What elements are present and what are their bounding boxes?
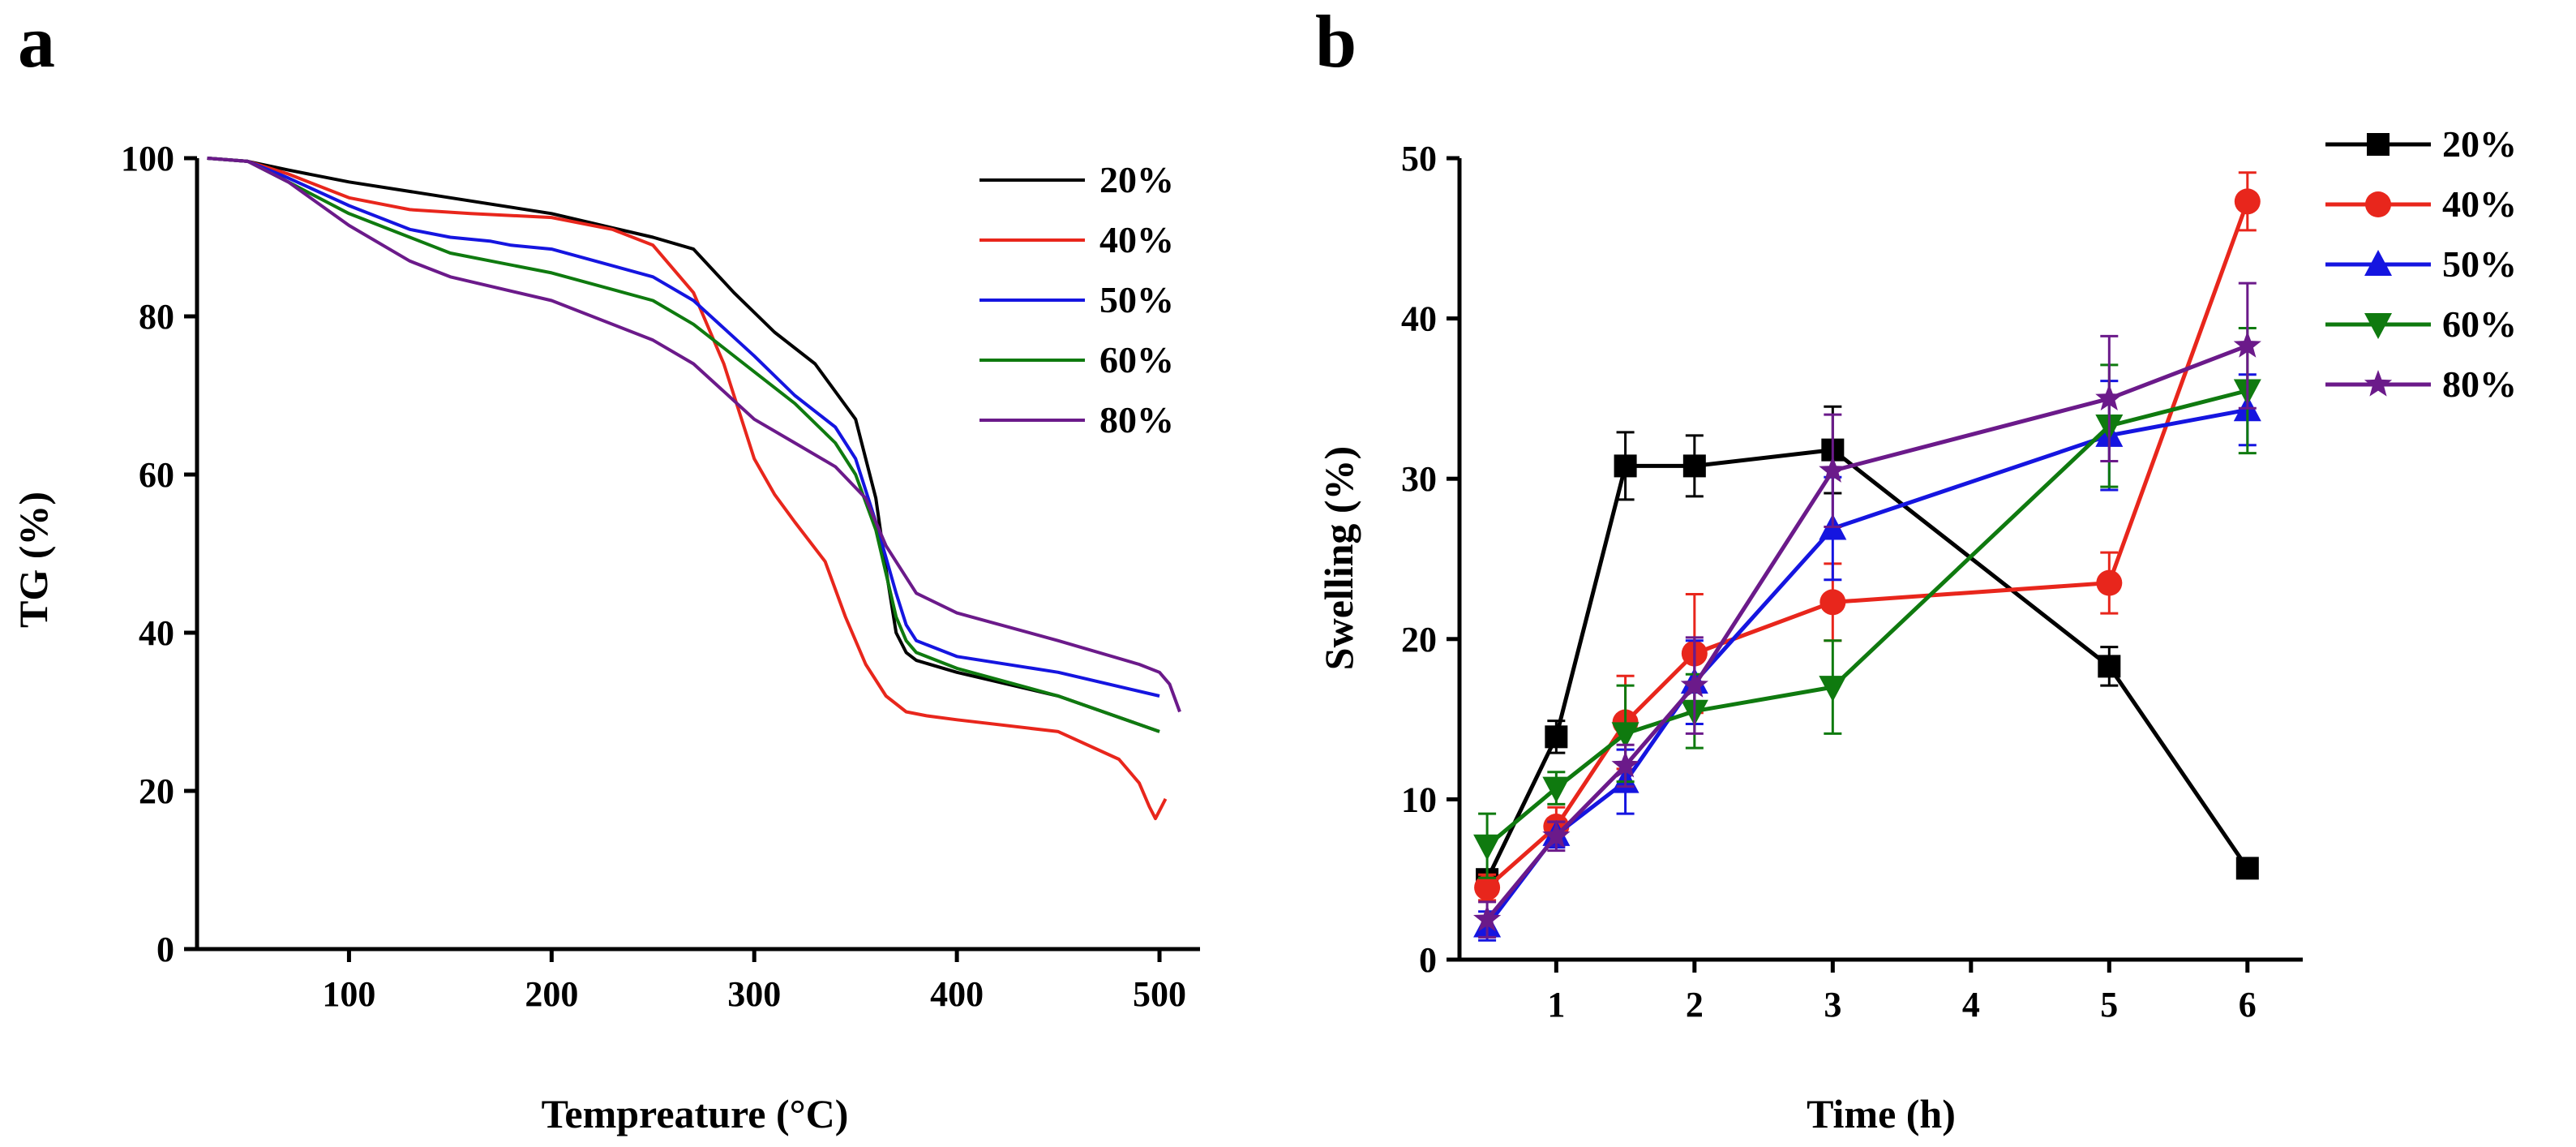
tg-axes: 0 20 40 60 80 100 100 200 300 400 500 (121, 139, 1200, 1014)
tg-line-40pct (207, 157, 1168, 821)
swelling-point-80pct (1819, 456, 1847, 483)
tg-x-tick-label: 100 (322, 974, 375, 1014)
swelling-y-tick-label: 50 (1401, 139, 1437, 178)
tg-y-tick-label: 40 (139, 613, 174, 653)
swelling-legend-label: 60% (2442, 303, 2517, 345)
swelling-y-tick-label: 10 (1401, 780, 1437, 819)
swelling-point-20pct (1545, 725, 1568, 749)
tg-x-tick-label: 400 (930, 974, 984, 1014)
swelling-axis-spines (1457, 158, 2303, 962)
swelling-point-80pct (1542, 821, 1571, 848)
tg-y-tick-label: 60 (139, 455, 174, 495)
swelling-legend-marker (2364, 370, 2393, 397)
swelling-x-tick-label: 4 (1962, 985, 1980, 1025)
swelling-line-50pct (1485, 407, 2248, 928)
tg-legend-label: 80% (1099, 399, 1174, 440)
swelling-legend-marker (2364, 250, 2392, 276)
tg-y-axis-title: TG (%) (11, 492, 56, 628)
swelling-y-tick-label: 40 (1401, 299, 1437, 339)
swelling-axes: 0 10 20 30 40 50 1 2 3 4 5 6 (1401, 139, 2303, 1025)
swelling-point-20pct (2235, 857, 2259, 880)
tg-x-tick-label: 300 (727, 974, 781, 1014)
swelling-x-axis-title: Time (h) (1807, 1091, 1956, 1136)
swelling-chart: 0 10 20 30 40 50 1 2 3 4 5 6 20% 40% 50% 60% 80% Time (… (1316, 123, 2517, 1136)
swelling-point-80pct (2233, 331, 2261, 358)
swelling-point-80pct (1680, 671, 1708, 698)
tg-legend-label: 20% (1099, 159, 1174, 200)
swelling-point-40pct (2234, 188, 2261, 215)
tg-chart: 0 20 40 60 80 100 100 200 300 400 500 20% 40% 50% 60%… (11, 139, 1200, 1136)
tg-line-60pct (207, 157, 1160, 733)
swelling-point-40pct (1474, 874, 1501, 901)
tg-y-tick-label: 100 (121, 139, 174, 178)
swelling-legend-label: 40% (2442, 183, 2517, 225)
tg-legend: 20% 40% 50% 60% 80% (979, 159, 1174, 440)
swelling-point-60pct (1819, 676, 1847, 702)
swelling-x-tick-label: 2 (1686, 985, 1704, 1025)
swelling-x-tick-label: 5 (2100, 985, 2118, 1025)
tg-y-tick-label: 20 (139, 771, 174, 811)
swelling-legend-marker (2365, 191, 2391, 217)
swelling-y-tick-label: 20 (1401, 620, 1437, 659)
swelling-legend-label: 50% (2442, 243, 2517, 285)
swelling-y-axis-title: Swelling (%) (1316, 446, 1361, 670)
swelling-x-tick-label: 6 (2239, 985, 2257, 1025)
panel-label-a: a (18, 0, 55, 83)
tg-x-tick-label: 500 (1133, 974, 1186, 1014)
swelling-legend-marker (2367, 133, 2390, 156)
swelling-legend-label: 80% (2442, 363, 2517, 405)
tg-line-20pct (207, 157, 1160, 733)
swelling-point-80pct (1611, 750, 1639, 778)
tg-y-tick-label: 80 (139, 297, 174, 337)
swelling-point-40pct (2096, 569, 2123, 596)
swelling-y-tick-label: 0 (1419, 940, 1437, 980)
swelling-point-60pct (1542, 776, 1571, 803)
swelling-series-group (1473, 171, 2261, 942)
swelling-x-tick-label: 1 (1547, 985, 1565, 1025)
swelling-x-tick-label: 3 (1824, 985, 1841, 1025)
swelling-point-20pct (2098, 655, 2121, 678)
tg-x-axis-title: Tempreature (°C) (542, 1091, 849, 1136)
swelling-legend-label: 20% (2442, 123, 2517, 165)
swelling-point-20pct (1682, 454, 1706, 478)
tg-series-group (207, 157, 1181, 821)
tg-legend-label: 40% (1099, 219, 1174, 260)
tg-legend-label: 60% (1099, 339, 1174, 380)
swelling-line-60pct (1485, 389, 2248, 848)
swelling-legend-marker (2364, 313, 2392, 339)
swelling-legend: 20% 40% 50% 60% 80% (2325, 123, 2517, 405)
swelling-point-40pct (1819, 589, 1846, 616)
swelling-point-60pct (1473, 834, 1502, 861)
tg-axis-spines (195, 158, 1200, 952)
swelling-line-40pct (1485, 200, 2250, 889)
tg-line-50pct (207, 157, 1160, 698)
tg-y-tick-label: 0 (156, 930, 174, 969)
tg-legend-label: 50% (1099, 279, 1174, 320)
tg-line-80pct (207, 157, 1181, 713)
swelling-point-80pct (1473, 904, 1502, 932)
swelling-point-20pct (1614, 454, 1637, 478)
tg-x-tick-label: 200 (525, 974, 578, 1014)
swelling-point-60pct (1611, 722, 1639, 749)
swelling-y-tick-label: 30 (1401, 459, 1437, 499)
panel-label-b: b (1315, 0, 1357, 83)
swelling-point-80pct (2095, 384, 2124, 410)
